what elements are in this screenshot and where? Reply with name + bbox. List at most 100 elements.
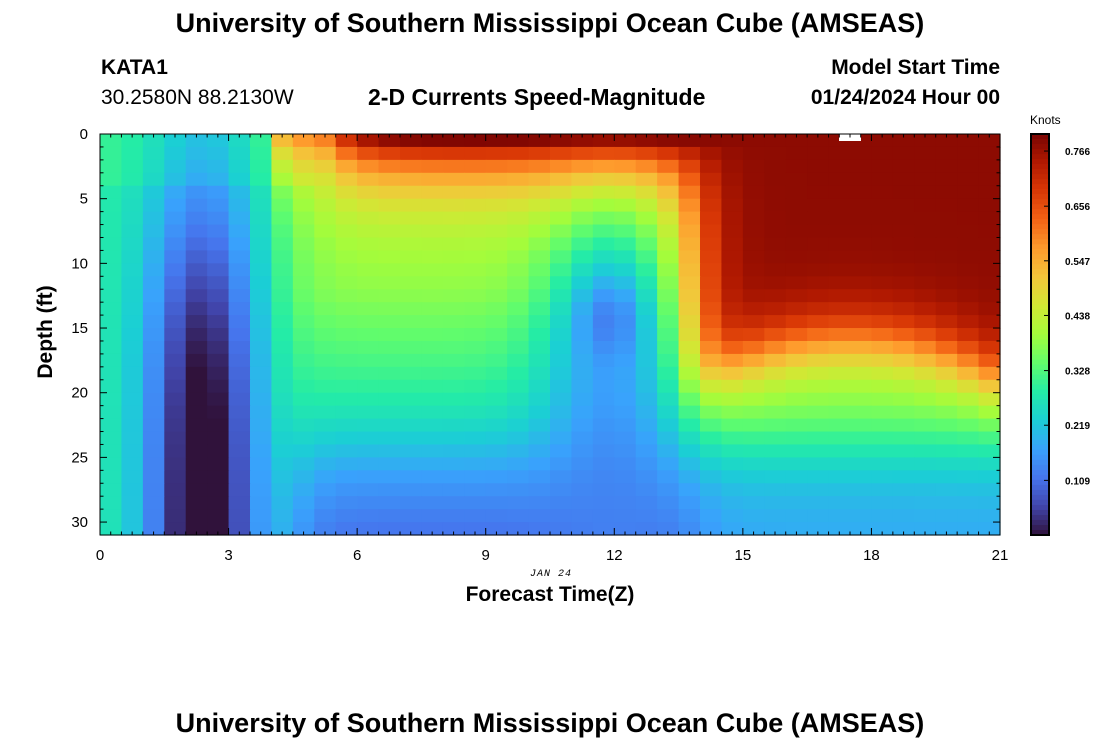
heatmap-cell — [292, 211, 315, 226]
heatmap-cell — [464, 224, 487, 239]
heatmap-cell — [250, 276, 273, 290]
heatmap-cell — [892, 392, 915, 407]
y-tick-label: 20 — [71, 385, 88, 402]
heatmap-cell — [678, 522, 701, 536]
heatmap-cell — [871, 276, 894, 290]
heatmap-cell — [850, 444, 873, 458]
colorbar-swatch — [1031, 459, 1049, 466]
heatmap-cell — [592, 470, 615, 484]
heatmap-cell — [142, 250, 165, 264]
heatmap-cell — [121, 185, 144, 200]
heatmap-cell — [121, 146, 144, 161]
heatmap-cell — [100, 198, 123, 213]
heatmap-cell — [935, 470, 958, 484]
heatmap-cell — [164, 431, 187, 446]
heatmap-cell — [185, 431, 208, 446]
heatmap-cell — [550, 146, 573, 161]
heatmap-cell — [978, 457, 1001, 471]
heatmap-cell — [292, 224, 315, 239]
heatmap-cell — [314, 392, 337, 407]
heatmap-cell — [185, 146, 208, 161]
colorbar-swatch — [1031, 429, 1049, 436]
heatmap-cell — [121, 134, 144, 148]
heatmap-cell — [764, 211, 787, 226]
heatmap-cell — [442, 315, 465, 329]
colorbar-swatch — [1031, 204, 1049, 210]
heatmap-cell — [335, 522, 358, 536]
heatmap-cell — [164, 392, 187, 407]
heatmap-cell — [507, 392, 530, 407]
heatmap-cell — [100, 418, 123, 433]
heatmap-cell — [892, 457, 915, 471]
heatmap-cell — [164, 366, 187, 381]
heatmap-cell — [614, 392, 637, 407]
heatmap-cell — [807, 340, 830, 355]
heatmap-cell — [935, 224, 958, 239]
heatmap-cell — [421, 185, 444, 200]
colorbar-swatch — [1031, 364, 1049, 371]
heatmap-cell — [464, 172, 487, 187]
heatmap-cell — [100, 457, 123, 471]
heatmap-cell — [742, 379, 765, 394]
heatmap-cell — [914, 444, 937, 458]
heatmap-cell — [807, 353, 830, 368]
heatmap-cell — [185, 405, 208, 420]
heatmap-cell — [635, 211, 658, 226]
heatmap-cell — [528, 353, 551, 368]
heatmap-cell — [335, 211, 358, 226]
heatmap-cell — [314, 224, 337, 239]
colorbar-swatch — [1031, 489, 1049, 496]
heatmap-cell — [378, 470, 401, 484]
heatmap-cell — [571, 237, 594, 252]
heatmap-cell — [121, 237, 144, 252]
heatmap-cell — [742, 483, 765, 497]
heatmap-cell — [721, 405, 744, 420]
heatmap-cell — [871, 315, 894, 329]
heatmap-cell — [378, 444, 401, 458]
heatmap-cell — [550, 340, 573, 355]
colorbar-swatch — [1031, 344, 1049, 351]
heatmap-cell — [121, 509, 144, 523]
heatmap-cell — [292, 276, 315, 290]
heatmap-cell — [528, 198, 551, 213]
heatmap-cell — [935, 483, 958, 497]
heatmap-cell — [764, 146, 787, 161]
heatmap-cell — [421, 457, 444, 471]
heatmap-cell — [185, 340, 208, 355]
heatmap-cell — [378, 185, 401, 200]
heatmap-cell — [914, 315, 937, 329]
heatmap-cell — [142, 315, 165, 329]
heatmap-cell — [850, 250, 873, 264]
heatmap-cell — [357, 315, 380, 329]
heatmap-cell — [142, 431, 165, 446]
heatmap-cell — [721, 315, 744, 329]
heatmap-cell — [678, 315, 701, 329]
heatmap-cell — [485, 211, 508, 226]
heatmap-cell — [228, 185, 251, 200]
heatmap-cell — [142, 379, 165, 394]
heatmap-cell — [314, 457, 337, 471]
heatmap-cell — [378, 392, 401, 407]
heatmap-cell — [228, 483, 251, 497]
heatmap-cell — [250, 328, 273, 342]
heatmap-cell — [121, 470, 144, 484]
colorbar-swatch — [1031, 139, 1049, 145]
heatmap-cell — [742, 276, 765, 290]
heatmap-cell — [657, 237, 680, 252]
heatmap-cell — [207, 185, 230, 200]
heatmap-cell — [742, 405, 765, 420]
heatmap-cell — [614, 328, 637, 342]
heatmap-cell — [807, 315, 830, 329]
heatmap-cell — [228, 198, 251, 213]
heatmap-cell — [914, 172, 937, 187]
heatmap-cell — [121, 172, 144, 187]
heatmap-cell — [850, 172, 873, 187]
heatmap-cell — [207, 392, 230, 407]
heatmap-cell — [678, 250, 701, 264]
heatmap-cell — [571, 431, 594, 446]
heatmap-cell — [250, 263, 273, 277]
heatmap-cell — [700, 457, 723, 471]
heatmap-cell — [657, 172, 680, 187]
heatmap-cell — [100, 379, 123, 394]
heatmap-cell — [207, 134, 230, 148]
